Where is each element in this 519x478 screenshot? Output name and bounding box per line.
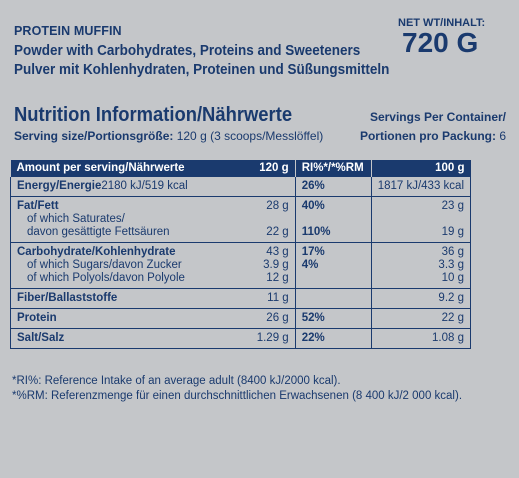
product-description-de: Pulver mit Kohlenhydraten, Proteinen und… [14, 62, 390, 78]
footnote-ri: *RI%: Reference Intake of an average adu… [12, 375, 341, 387]
nutrition-group: Fiber/Ballaststoffe 11 g 9.2 g [9, 288, 472, 309]
nutrient-cell: Energy/Energie2180 kJ/519 kcal [10, 177, 296, 197]
nutrient-cell: Protein [9, 308, 235, 329]
nutrient-label: Energy/Energie [17, 180, 102, 192]
header-ri: RI%*/*%RM [294, 160, 372, 177]
header-per-serving: 120 g [259, 162, 289, 174]
nutrient-label: Fat/Fett [17, 200, 59, 212]
ri-value [302, 272, 365, 285]
per-100-value-cell: 23 g 19 g [370, 196, 472, 243]
per-100-value: 36 g [441, 246, 464, 258]
nutrition-group: Salt/Salz 1.29 g 22% 1.08 g [9, 328, 472, 349]
nutrition-group: Fat/Fett of which Saturates/davon gesätti… [9, 196, 472, 243]
nutrition-heading: Nutrition Information/Nährwerte [14, 104, 293, 126]
nutrient-label: Carbohydrate/Kohlenhydrate [17, 246, 176, 258]
per-100-value-cell: 36 g 3.3 g 10 g [370, 242, 472, 289]
ri-value-cell: 17% 4% [294, 242, 372, 289]
ri-value-cell [294, 288, 372, 309]
serving-value: 43 g [266, 246, 289, 258]
nutrient-label: of which Sugars/davon Zucker [27, 259, 182, 271]
footnote-rm: *%RM: Referenzmenge für einen durchschni… [12, 390, 463, 402]
nutrient-label: Fiber/Ballaststoffe [17, 292, 118, 304]
nutrition-group: Energy/Energie2180 kJ/519 kcal 26% 1817 kJ… [10, 177, 472, 197]
ri-value [302, 213, 365, 226]
ri-value-cell: 22% [294, 328, 372, 349]
portionen-value: 6 [495, 129, 506, 143]
ri-value-cell: 52% [294, 308, 372, 329]
per-100-value: 1817 kJ/433 kcal [377, 180, 464, 192]
ri-value: 4% [301, 259, 319, 271]
ri-value: 17% [301, 246, 325, 258]
serving-value: 11 g [267, 292, 289, 304]
nutrient-label: of which Polyols/davon Polyole [27, 272, 185, 284]
per-100-value-cell: 9.2 g [370, 288, 472, 309]
nutrient-label: davon gesättigte Fettsäuren [27, 226, 170, 238]
header-amount: Amount per serving/Nährwerte [16, 162, 185, 174]
serving-value-cell: 28 g 22 g [235, 197, 295, 243]
nutrient-cell: Salt/Salz [9, 328, 235, 349]
nutrient-label: Protein [17, 312, 57, 324]
ri-value: 40% [301, 200, 325, 212]
nutrient-cell: Fat/Fett of which Saturates/davon gesätti… [9, 196, 235, 243]
ri-value: 52% [301, 312, 325, 324]
per-100-value-cell: 1.08 g [370, 328, 472, 349]
serving-value: 26 g [266, 312, 289, 324]
serving-value: 22 g [266, 226, 289, 238]
per-100-value [378, 213, 464, 226]
per-100-value: 22 g [441, 312, 464, 324]
serving-value-cell: 43 g 3.9 g 12 g [235, 243, 295, 289]
ri-value: 110% [301, 226, 331, 238]
serving-value-cell: 1.29 g [235, 329, 295, 349]
per-100-value-cell: 22 g [370, 308, 472, 329]
serving-size-value: 120 g (3 scoops/Messlöffel) [173, 129, 324, 143]
net-weight-value: 720 G [402, 27, 479, 58]
ri-value-cell: 40% 110% [294, 196, 372, 243]
portionen-pro-packung: Portionen pro Packung: 6 [360, 129, 506, 143]
per-100-value: 10 g [441, 272, 464, 284]
per-100-value-cell: 1817 kJ/433 kcal [370, 177, 472, 197]
serving-value: 1.29 g [256, 332, 289, 344]
serving-value [241, 213, 289, 226]
serving-value-cell: 26 g [235, 309, 295, 329]
nutrition-table-header: Amount per serving/Nährwerte 120 g RI%*/… [10, 160, 471, 177]
per-100-value: 1.08 g [432, 332, 464, 344]
per-100-value: 3.3 g [438, 259, 464, 271]
nutrient-cell: Fiber/Ballaststoffe [9, 288, 235, 309]
nutrient-cell: Carbohydrate/Kohlenhydrate of which Sugar… [9, 242, 235, 289]
nutrient-label: Salt/Salz [17, 332, 65, 344]
product-name: PROTEIN MUFFIN [14, 24, 122, 38]
nutrition-group: Protein 26 g 52% 22 g [9, 308, 472, 329]
header-amount-cell: Amount per serving/Nährwerte 120 g [11, 160, 296, 177]
nutrient-label: of which Saturates/ [27, 213, 125, 225]
product-description-en: Powder with Carbohydrates, Proteins and … [14, 43, 361, 59]
per-100-value: 23 g [441, 200, 464, 212]
ri-value: 26% [301, 180, 325, 192]
per-100-value: 19 g [441, 226, 464, 238]
nutrient-row: Energy/Energie2180 kJ/519 kcal [17, 180, 289, 193]
serving-value: 12 g [266, 272, 289, 284]
nutrition-table: Amount per serving/Nährwerte 120 g RI%*/… [9, 160, 472, 349]
serving-size-label: Serving size/Portionsgröße: [14, 129, 174, 143]
portionen-label: Portionen pro Packung: [359, 129, 496, 143]
serving-value: 3.9 g [263, 259, 289, 271]
serving-value: 2180 kJ/519 kcal [101, 180, 188, 192]
serving-value-cell: 11 g [235, 289, 295, 309]
servings-per-container-label: Servings Per Container/ [369, 110, 506, 124]
nutrition-group: Carbohydrate/Kohlenhydrate of which Sugar… [9, 242, 472, 289]
per-100-value: 9.2 g [438, 292, 464, 304]
serving-value: 28 g [266, 200, 289, 212]
net-weight-label: NET WT/INHALT: [398, 17, 486, 29]
ri-value-cell: 26% [294, 177, 372, 197]
serving-size: Serving size/Portionsgröße: 120 g (3 sco… [14, 129, 323, 143]
ri-value [302, 292, 365, 305]
ri-value: 22% [301, 332, 325, 344]
header-per-100: 100 g [370, 160, 471, 177]
